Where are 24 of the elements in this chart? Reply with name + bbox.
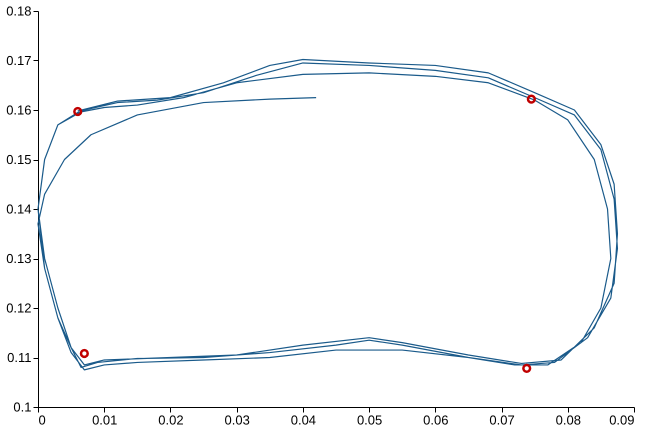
x-tick-label: 0.05 [356, 412, 382, 428]
x-tick-label: 0.03 [224, 412, 250, 428]
x-tick-label: 0 [38, 412, 46, 428]
x-tick-label: 0.07 [489, 412, 515, 428]
x-tick-label: 0.08 [556, 412, 581, 428]
y-tick-label: 0.16 [6, 102, 32, 118]
y-tick-label: 0.12 [6, 300, 32, 316]
y-tick-label: 0.11 [7, 350, 32, 365]
line-series [37, 58, 618, 370]
y-tick-label: 0.18 [6, 4, 32, 18]
x-tick-label: 0.09 [609, 412, 634, 428]
x-tick-label: 0.01 [92, 412, 118, 428]
x-tick-label: 0.06 [423, 412, 448, 428]
point [526, 94, 536, 104]
x-tick-label: 0.04 [290, 412, 316, 428]
y-tick-label: 0.1 [13, 400, 32, 414]
y-tick-label: 0.14 [6, 202, 32, 216]
point [80, 348, 89, 358]
x-tick-label: 0.02 [158, 412, 184, 428]
point [73, 106, 82, 116]
point [522, 364, 532, 373]
y-tick-label: 0.13 [6, 251, 32, 266]
y-tick-label: 0.17 [6, 53, 32, 68]
y-tick-label: 0.15 [6, 152, 32, 167]
